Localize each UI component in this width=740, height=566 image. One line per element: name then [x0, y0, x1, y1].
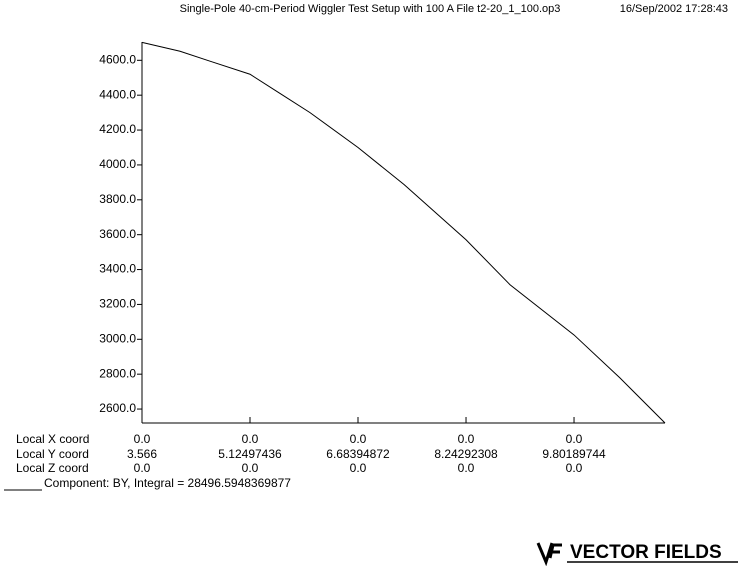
z-coord-label: 0.0	[458, 461, 475, 475]
y-tick-label: 3600.0	[99, 227, 136, 241]
x-tick-label: 5.12497436	[218, 447, 282, 461]
x-coord-label: 0.0	[134, 432, 151, 446]
x-tick-label: 9.80189744	[542, 447, 606, 461]
y-tick-label: 4200.0	[99, 122, 136, 136]
y-tick-label: 3400.0	[99, 262, 136, 276]
logo-text: VECTOR FIELDS	[570, 542, 722, 563]
timestamp: 16/Sep/2002 17:28:43	[620, 3, 728, 15]
logo: VECTOR FIELDS	[536, 542, 738, 566]
coord-row-label: Local Z coord	[16, 461, 89, 475]
x-coord-label: 0.0	[566, 432, 583, 446]
y-tick-label: 4000.0	[99, 157, 136, 171]
y-tick-label: 3800.0	[99, 192, 136, 206]
y-tick-label: 2600.0	[99, 401, 136, 415]
y-tick-label: 2800.0	[99, 366, 136, 380]
coord-row-label: Local Y coord	[16, 447, 89, 461]
x-coord-label: 0.0	[458, 432, 475, 446]
y-tick-label: 3000.0	[99, 331, 136, 345]
z-coord-label: 0.0	[350, 461, 367, 475]
coord-row-label: Local X coord	[16, 432, 89, 446]
logo-mark	[536, 542, 562, 566]
x-tick-label: 8.24292308	[434, 447, 498, 461]
z-coord-label: 0.0	[242, 461, 259, 475]
x-tick-label: 3.566	[127, 447, 157, 461]
x-coord-label: 0.0	[242, 432, 259, 446]
x-tick-label: 6.68394872	[326, 447, 390, 461]
x-coord-label: 0.0	[350, 432, 367, 446]
series-line	[141, 41, 666, 424]
y-tick-label: 3200.0	[99, 297, 136, 311]
z-coord-label: 0.0	[134, 461, 151, 475]
y-tick-label: 4400.0	[99, 87, 136, 101]
z-coord-label: 0.0	[566, 461, 583, 475]
y-tick-label: 4600.0	[99, 52, 136, 66]
chart-title: Single-Pole 40-cm-Period Wiggler Test Se…	[180, 3, 561, 15]
legend-label: Component: BY, Integral = 28496.59483698…	[44, 476, 291, 490]
